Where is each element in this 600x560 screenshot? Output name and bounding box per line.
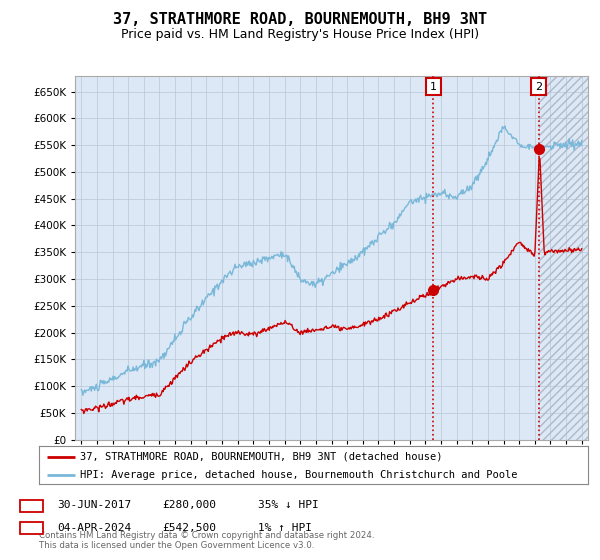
Text: 04-APR-2024: 04-APR-2024: [57, 522, 131, 533]
Text: 1: 1: [28, 500, 35, 510]
Bar: [539, 76, 588, 440]
Bar: [539, 76, 588, 440]
Text: Price paid vs. HM Land Registry's House Price Index (HPI): Price paid vs. HM Land Registry's House …: [121, 28, 479, 41]
Text: HPI: Average price, detached house, Bournemouth Christchurch and Poole: HPI: Average price, detached house, Bour…: [80, 470, 518, 480]
Text: 1: 1: [430, 82, 437, 91]
Text: 37, STRATHMORE ROAD, BOURNEMOUTH, BH9 3NT (detached house): 37, STRATHMORE ROAD, BOURNEMOUTH, BH9 3N…: [80, 452, 443, 462]
Text: 2: 2: [535, 82, 542, 91]
Text: 1% ↑ HPI: 1% ↑ HPI: [258, 522, 312, 533]
Text: Contains HM Land Registry data © Crown copyright and database right 2024.
This d: Contains HM Land Registry data © Crown c…: [39, 530, 374, 550]
Text: £280,000: £280,000: [162, 500, 216, 510]
Text: 37, STRATHMORE ROAD, BOURNEMOUTH, BH9 3NT: 37, STRATHMORE ROAD, BOURNEMOUTH, BH9 3N…: [113, 12, 487, 27]
Text: 2: 2: [28, 522, 35, 533]
Text: 30-JUN-2017: 30-JUN-2017: [57, 500, 131, 510]
Text: £542,500: £542,500: [162, 522, 216, 533]
Text: 35% ↓ HPI: 35% ↓ HPI: [258, 500, 319, 510]
